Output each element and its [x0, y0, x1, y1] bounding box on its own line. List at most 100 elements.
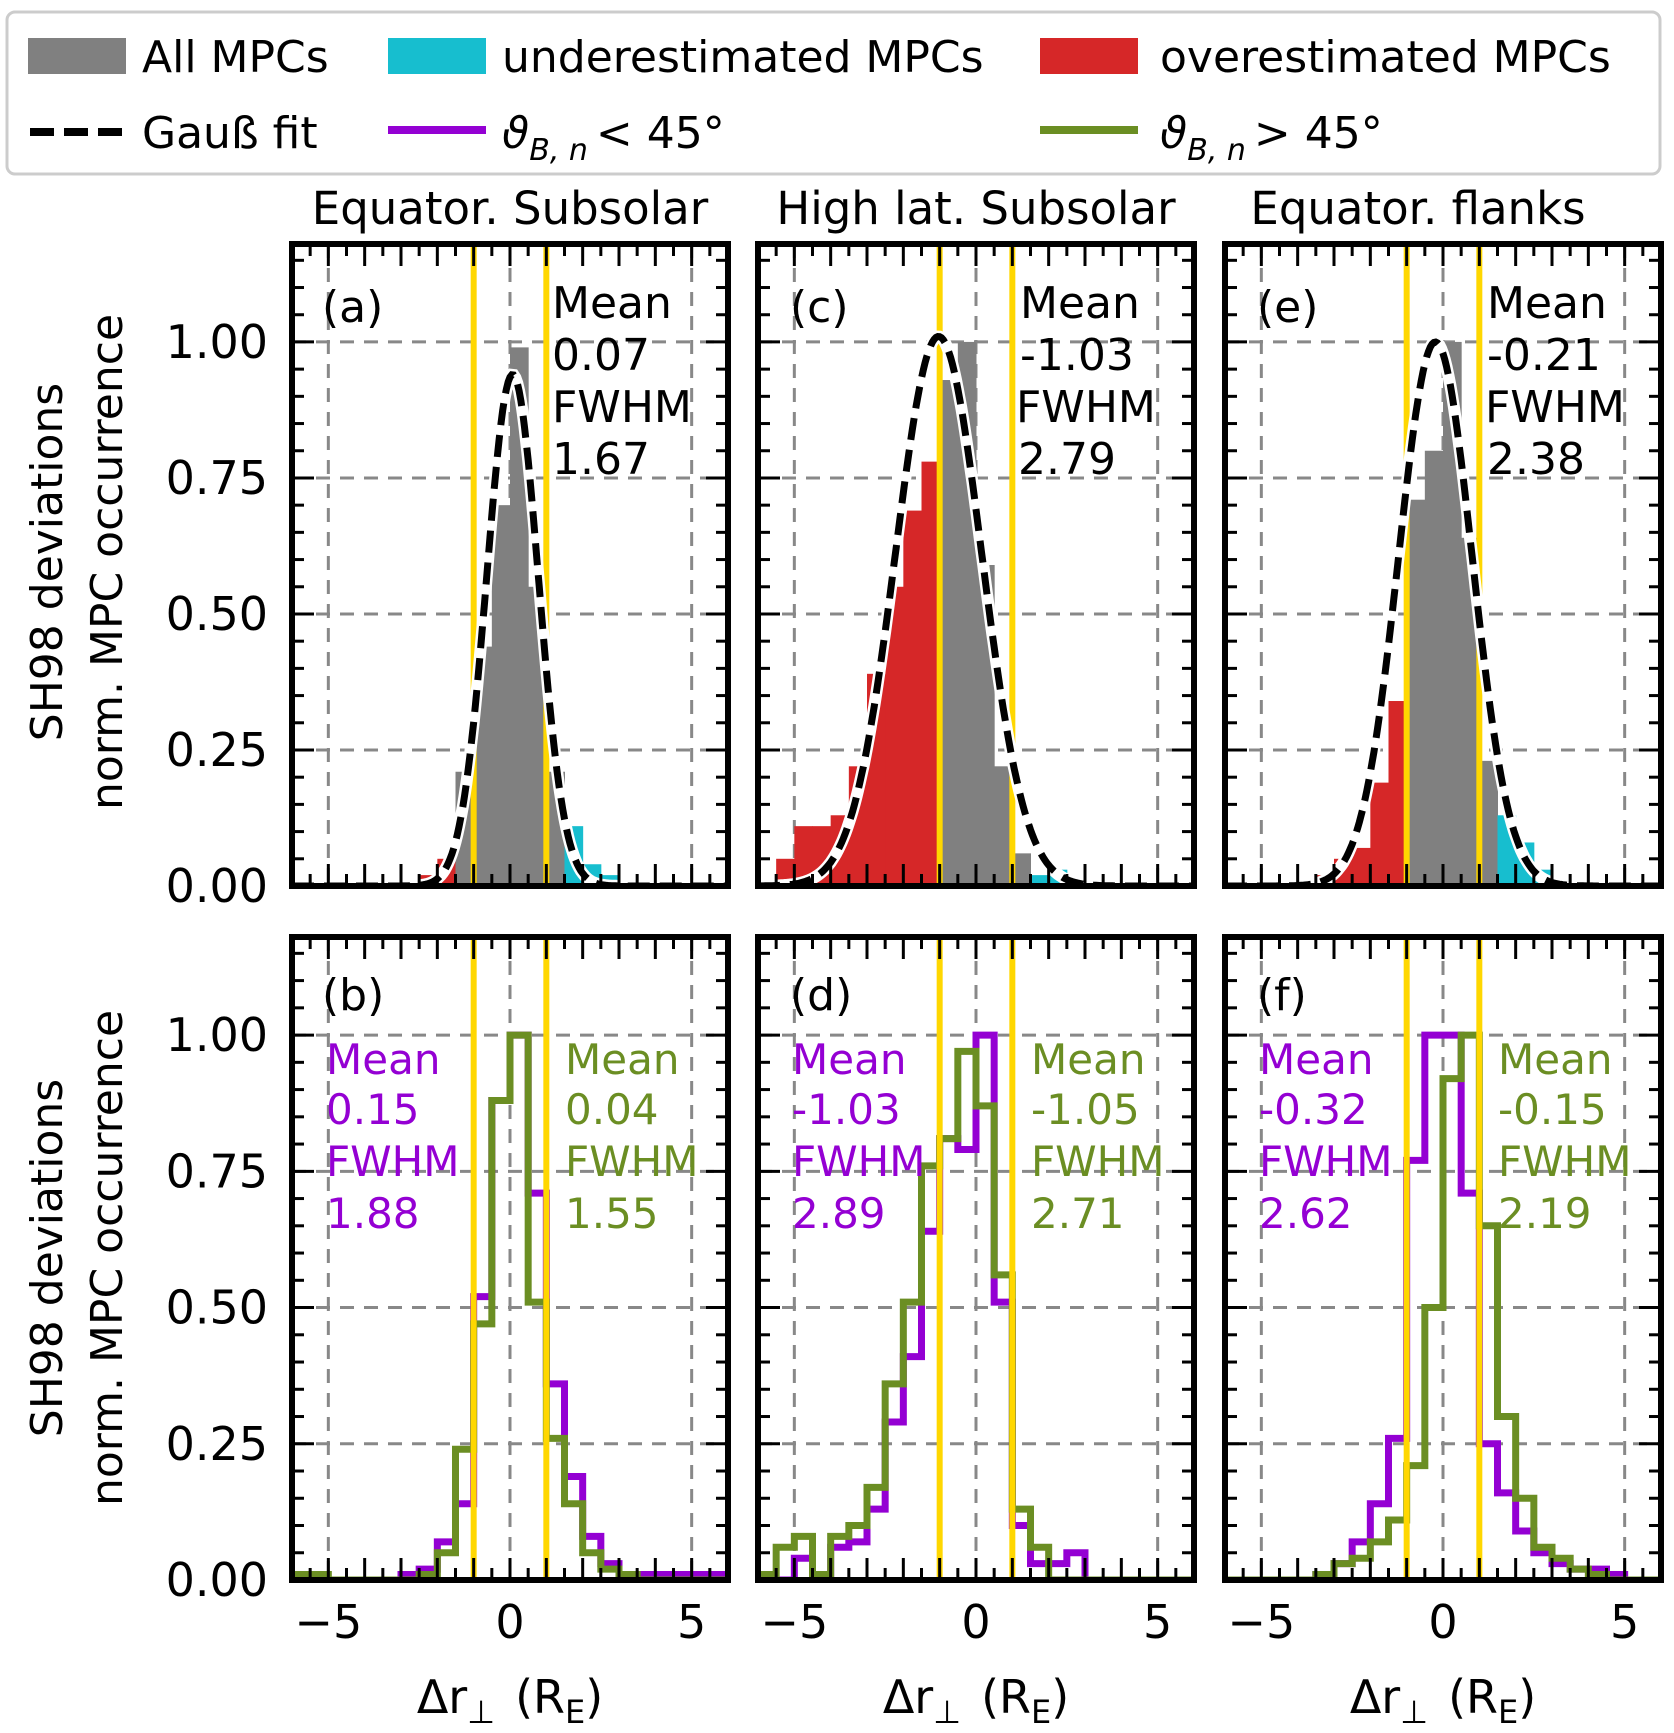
- axes-frame: [755, 934, 1197, 1583]
- stats-c-fwhm-label: FWHM: [1016, 382, 1156, 433]
- stats-f-high-mean: -0.15: [1498, 1085, 1607, 1134]
- xlabel-middle: Δr⊥ (RE): [883, 1670, 1069, 1731]
- stats-a-mean: 0.07: [552, 330, 650, 381]
- stats-e-fwhm-label: FWHM: [1485, 382, 1625, 433]
- histogram-bar: [510, 347, 529, 886]
- gauss-fit-line: [292, 371, 728, 886]
- ylabel-bottom-line2: norm. MPC occurrence: [82, 1010, 133, 1506]
- stats-f-low-mean-label: Mean: [1259, 1035, 1373, 1084]
- plot-area: [1225, 937, 1661, 1580]
- ylabel-top-line1: SH98 deviations: [22, 383, 73, 741]
- stats-c-mean: -1.03: [1020, 330, 1134, 381]
- panel-label-c: (c): [790, 282, 849, 333]
- histogram-bar: [794, 826, 813, 886]
- panel-d: −5 0 5: [755, 934, 1197, 1649]
- stats-b-low-fwhm: 1.88: [326, 1189, 420, 1238]
- stats-b-high-mean: 0.04: [565, 1085, 659, 1134]
- panel-title-e: Equator. flanks: [1250, 182, 1585, 235]
- axes-frame: [289, 934, 731, 1583]
- panel-b: 0.00 0.25 0.50 0.75 1.00 −5 0 5: [166, 934, 731, 1649]
- legend-over-label: overestimated MPCs: [1160, 32, 1611, 83]
- y-tick-label: 0.50: [166, 1281, 268, 1335]
- stats-b-low-fwhm-label: FWHM: [326, 1137, 460, 1186]
- stats-f-low-fwhm-label: FWHM: [1259, 1137, 1393, 1186]
- stats-d-low-mean: -1.03: [792, 1085, 901, 1134]
- histogram-bar: [903, 510, 922, 886]
- legend-under-label: underestimated MPCs: [502, 32, 984, 83]
- stats-d-high-fwhm: 2.71: [1031, 1189, 1125, 1238]
- panel-label-d: (d): [790, 970, 852, 1021]
- panel-c: [755, 241, 1197, 889]
- panel-title-a: Equator. Subsolar: [312, 182, 709, 235]
- y-tick-label: 1.00: [166, 315, 268, 369]
- y-tick-label: 0.00: [166, 1553, 268, 1607]
- axes-frame: [1222, 934, 1664, 1583]
- stats-b-high-fwhm: 1.55: [565, 1189, 659, 1238]
- panel-f: −5 0 5: [1222, 934, 1664, 1649]
- axes-frame: [289, 241, 731, 889]
- legend: All MPCs underestimated MPCs overestimat…: [5, 10, 1662, 176]
- ylabel-top-line2: norm. MPC occurrence: [82, 314, 133, 810]
- x-tick-label: 0: [495, 1595, 524, 1649]
- y-tick-label: 1.00: [166, 1008, 268, 1062]
- legend-swatch-under: [388, 38, 486, 74]
- x-tick-label: −5: [1227, 1595, 1295, 1649]
- histogram-bar: [885, 586, 904, 886]
- xlabel-right: Δr⊥ (RE): [1350, 1670, 1536, 1731]
- gauss-fit-line: [758, 333, 1194, 886]
- y-tick-label: 0.25: [166, 1417, 268, 1471]
- ylabel-bottom-line1: SH98 deviations: [22, 1079, 73, 1437]
- plot-area: [758, 937, 1194, 1580]
- histogram-bar: [1370, 782, 1389, 886]
- legend-low-label: ϑB, n < 45°: [502, 108, 725, 168]
- stats-d-high-mean: -1.05: [1031, 1085, 1140, 1134]
- stats-d-high-mean-label: Mean: [1031, 1035, 1145, 1084]
- ylabel-bottom: SH98 deviations norm. MPC occurrence: [22, 1010, 133, 1506]
- histogram-bar: [1479, 760, 1498, 886]
- x-tick-label: 0: [1428, 1595, 1457, 1649]
- panel-label-e: (e): [1257, 282, 1318, 333]
- stats-e-fwhm: 2.38: [1487, 434, 1585, 485]
- y-tick-label: 0.25: [166, 723, 268, 777]
- stats-a-mean-label: Mean: [552, 278, 672, 329]
- stats-b-low-mean: 0.15: [326, 1085, 420, 1134]
- stats-f-high-fwhm: 2.19: [1498, 1189, 1592, 1238]
- xlabel-left: Δr⊥ (RE): [417, 1670, 603, 1731]
- panel-a: 0.00 0.25 0.50 0.75 1.00: [166, 241, 731, 913]
- axes-frame: [1222, 241, 1664, 889]
- panel-label-b: (b): [322, 970, 384, 1021]
- stats-f-low-fwhm: 2.62: [1259, 1189, 1353, 1238]
- ylabel-top: SH98 deviations norm. MPC occurrence: [22, 314, 133, 810]
- histogram-bar: [1424, 450, 1444, 886]
- x-tick-label: 5: [1143, 1595, 1172, 1649]
- stats-a-fwhm: 1.67: [552, 434, 650, 485]
- y-tick-label: 0.75: [166, 451, 268, 505]
- y-tick-label: 0.75: [166, 1144, 268, 1198]
- histogram-bar: [939, 380, 959, 886]
- stats-d-high-fwhm-label: FWHM: [1031, 1137, 1165, 1186]
- histogram-bar: [1352, 847, 1371, 886]
- axes-frame: [755, 241, 1197, 889]
- x-tick-label: −5: [294, 1595, 362, 1649]
- stats-e-mean: -0.21: [1487, 330, 1601, 381]
- stats-c-mean-label: Mean: [1020, 278, 1140, 329]
- legend-all-label: All MPCs: [142, 32, 329, 83]
- histogram-bar: [1443, 341, 1462, 886]
- step-line-high: [1225, 1031, 1661, 1580]
- y-tick-label: 0.50: [166, 587, 268, 641]
- stats-b-high-mean-label: Mean: [565, 1035, 679, 1084]
- panel-title-c: High lat. Subsolar: [776, 182, 1176, 235]
- stats-b-low-mean-label: Mean: [326, 1035, 440, 1084]
- x-tick-label: 5: [677, 1595, 706, 1649]
- histogram-bar: [994, 766, 1013, 886]
- legend-high-label: ϑB, n > 45°: [1160, 108, 1383, 168]
- stats-c-fwhm: 2.79: [1018, 434, 1116, 485]
- stats-a-fwhm-label: FWHM: [552, 382, 692, 433]
- stats-f-high-fwhm-label: FWHM: [1498, 1137, 1632, 1186]
- x-tick-label: 5: [1610, 1595, 1639, 1649]
- histogram-bar: [921, 461, 941, 886]
- stats-f-high-mean-label: Mean: [1498, 1035, 1612, 1084]
- plot-area: [292, 244, 728, 886]
- plot-area: [758, 244, 1194, 886]
